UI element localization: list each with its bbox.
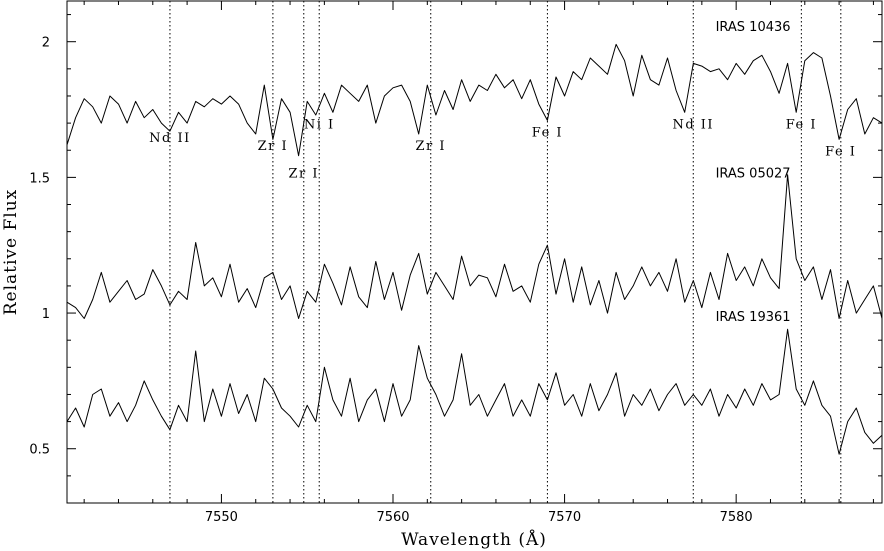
- x-tick-label: 7570: [548, 510, 581, 525]
- spectrum-line: [66, 43, 883, 157]
- line-id-label: Fe I: [825, 145, 856, 160]
- y-tick-label: 1: [42, 307, 50, 322]
- star-label: IRAS 19361: [716, 310, 791, 325]
- plot-frame: [66, 0, 883, 504]
- star-label: IRAS 10436: [716, 20, 791, 35]
- star-label: IRAS 05027: [716, 166, 791, 181]
- line-id-label: Nd II: [672, 118, 714, 133]
- line-id-label: Fe I: [532, 126, 563, 141]
- spectrum-line: [66, 328, 883, 455]
- x-tick-label: 7580: [720, 510, 753, 525]
- line-id-label: Zr I: [415, 139, 446, 154]
- axis-ticks: 7550 7560 7570 7580 0.5 1 1.5 2: [29, 1, 882, 525]
- x-tick-label: 7560: [376, 510, 409, 525]
- x-tick-label: 7550: [205, 510, 238, 525]
- line-id-label: Zr I: [258, 139, 289, 154]
- line-id-label: Ni I: [304, 118, 335, 133]
- y-tick-label: 1.5: [29, 171, 50, 186]
- y-tick-label: 0.5: [29, 443, 50, 458]
- spectra: [66, 43, 883, 455]
- line-id-label: Fe I: [786, 118, 817, 133]
- line-id-label: Zr I: [289, 166, 320, 181]
- y-axis-title: Relative Flux: [1, 189, 21, 316]
- y-tick-label: 2: [42, 36, 50, 51]
- x-axis-title: Wavelength (Å): [401, 529, 547, 550]
- spectrum-line: [66, 174, 883, 319]
- line-id-markers: [169, 1, 842, 503]
- line-id-label: Nd II: [149, 131, 191, 146]
